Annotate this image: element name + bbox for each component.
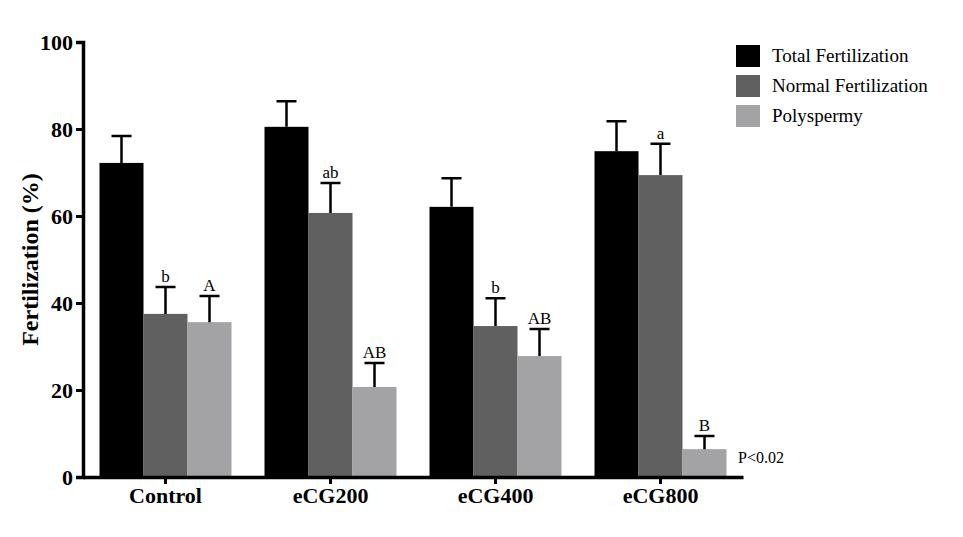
y-tick-label: 0 — [62, 465, 73, 490]
y-tick-mark — [76, 302, 83, 305]
error-bar — [607, 121, 627, 151]
y-tick-mark — [76, 215, 83, 218]
bar-series — [100, 101, 639, 477]
significance-letter: AB — [363, 343, 387, 362]
y-tick-mark — [76, 389, 83, 392]
x-tick-label: eCG200 — [293, 483, 369, 508]
x-tick-label: eCG800 — [623, 483, 699, 508]
y-tick: 80 — [51, 117, 83, 142]
error-bar — [695, 436, 715, 449]
error-bar — [156, 287, 176, 314]
bar — [100, 163, 144, 477]
y-tick: 60 — [51, 204, 83, 229]
bar-series — [188, 296, 727, 477]
letters: b ab b a A AB AB B — [161, 124, 710, 435]
error-bar — [530, 329, 550, 356]
bar — [639, 175, 683, 477]
bar — [309, 213, 353, 477]
bar — [353, 387, 397, 477]
error-bar — [112, 136, 132, 163]
error-bar — [442, 178, 462, 207]
significance-letter: A — [203, 276, 216, 295]
y-axis: 0 20 40 60 80 100 — [40, 30, 84, 490]
y-tick-label: 20 — [51, 378, 73, 403]
bar — [474, 326, 518, 477]
x-axis: Control eCG200 eCG400 eCG800 — [84, 477, 744, 508]
legend-swatch — [736, 105, 760, 127]
bar — [188, 322, 232, 477]
significance-letter: B — [699, 416, 710, 435]
bar-series — [144, 144, 683, 477]
significance-letter: b — [161, 267, 170, 286]
legend-swatch — [736, 45, 760, 67]
x-tick: eCG200 — [293, 477, 369, 508]
annotation: P<0.02 — [738, 449, 784, 466]
x-tick-label: eCG400 — [458, 483, 534, 508]
legend-item: Total Fertilization — [736, 45, 909, 67]
error-bar — [200, 296, 220, 322]
y-tick: 100 — [40, 30, 83, 55]
significance-letter: AB — [528, 309, 552, 328]
bar — [595, 151, 639, 477]
significance-letter: a — [657, 124, 665, 143]
legend-item: Polyspermy — [736, 105, 863, 127]
error-bar — [651, 144, 671, 175]
error-bar — [277, 101, 297, 127]
x-tick: eCG800 — [623, 477, 699, 508]
x-tick-label: Control — [129, 483, 202, 508]
y-tick-label: 100 — [40, 30, 73, 55]
plot-area — [100, 101, 727, 477]
bar — [683, 449, 727, 477]
bar — [265, 127, 309, 477]
significance-letter: ab — [322, 163, 338, 182]
error-bar — [486, 298, 506, 326]
y-tick: 0 — [62, 465, 83, 490]
bar — [144, 314, 188, 477]
y-tick: 20 — [51, 378, 83, 403]
bar — [430, 207, 474, 477]
legend-swatch — [736, 75, 760, 97]
y-tick-mark — [76, 128, 83, 131]
y-tick-mark — [76, 476, 83, 479]
y-tick-label: 40 — [51, 291, 73, 316]
significance-letter: b — [491, 278, 500, 297]
x-tick: eCG400 — [458, 477, 534, 508]
legend-label: Polyspermy — [772, 105, 863, 126]
legend: Total Fertilization Normal Fertilization P… — [736, 45, 928, 127]
error-bar — [365, 363, 385, 387]
y-tick-label: 80 — [51, 117, 73, 142]
legend-label: Total Fertilization — [772, 45, 909, 66]
x-tick: Control — [129, 477, 202, 508]
x-axis-line — [84, 476, 744, 480]
error-bar — [321, 183, 341, 213]
y-axis-line — [76, 43, 84, 478]
chart: b ab b a A AB AB B 0 20 40 60 80 100 Control eCG200 eCG4… — [0, 0, 963, 537]
y-tick: 40 — [51, 291, 83, 316]
y-axis-title: Fertilization (%) — [17, 173, 43, 346]
legend-label: Normal Fertilization — [772, 75, 928, 96]
bar — [518, 356, 562, 477]
legend-item: Normal Fertilization — [736, 75, 928, 97]
y-tick-mark — [76, 41, 83, 44]
y-tick-label: 60 — [51, 204, 73, 229]
